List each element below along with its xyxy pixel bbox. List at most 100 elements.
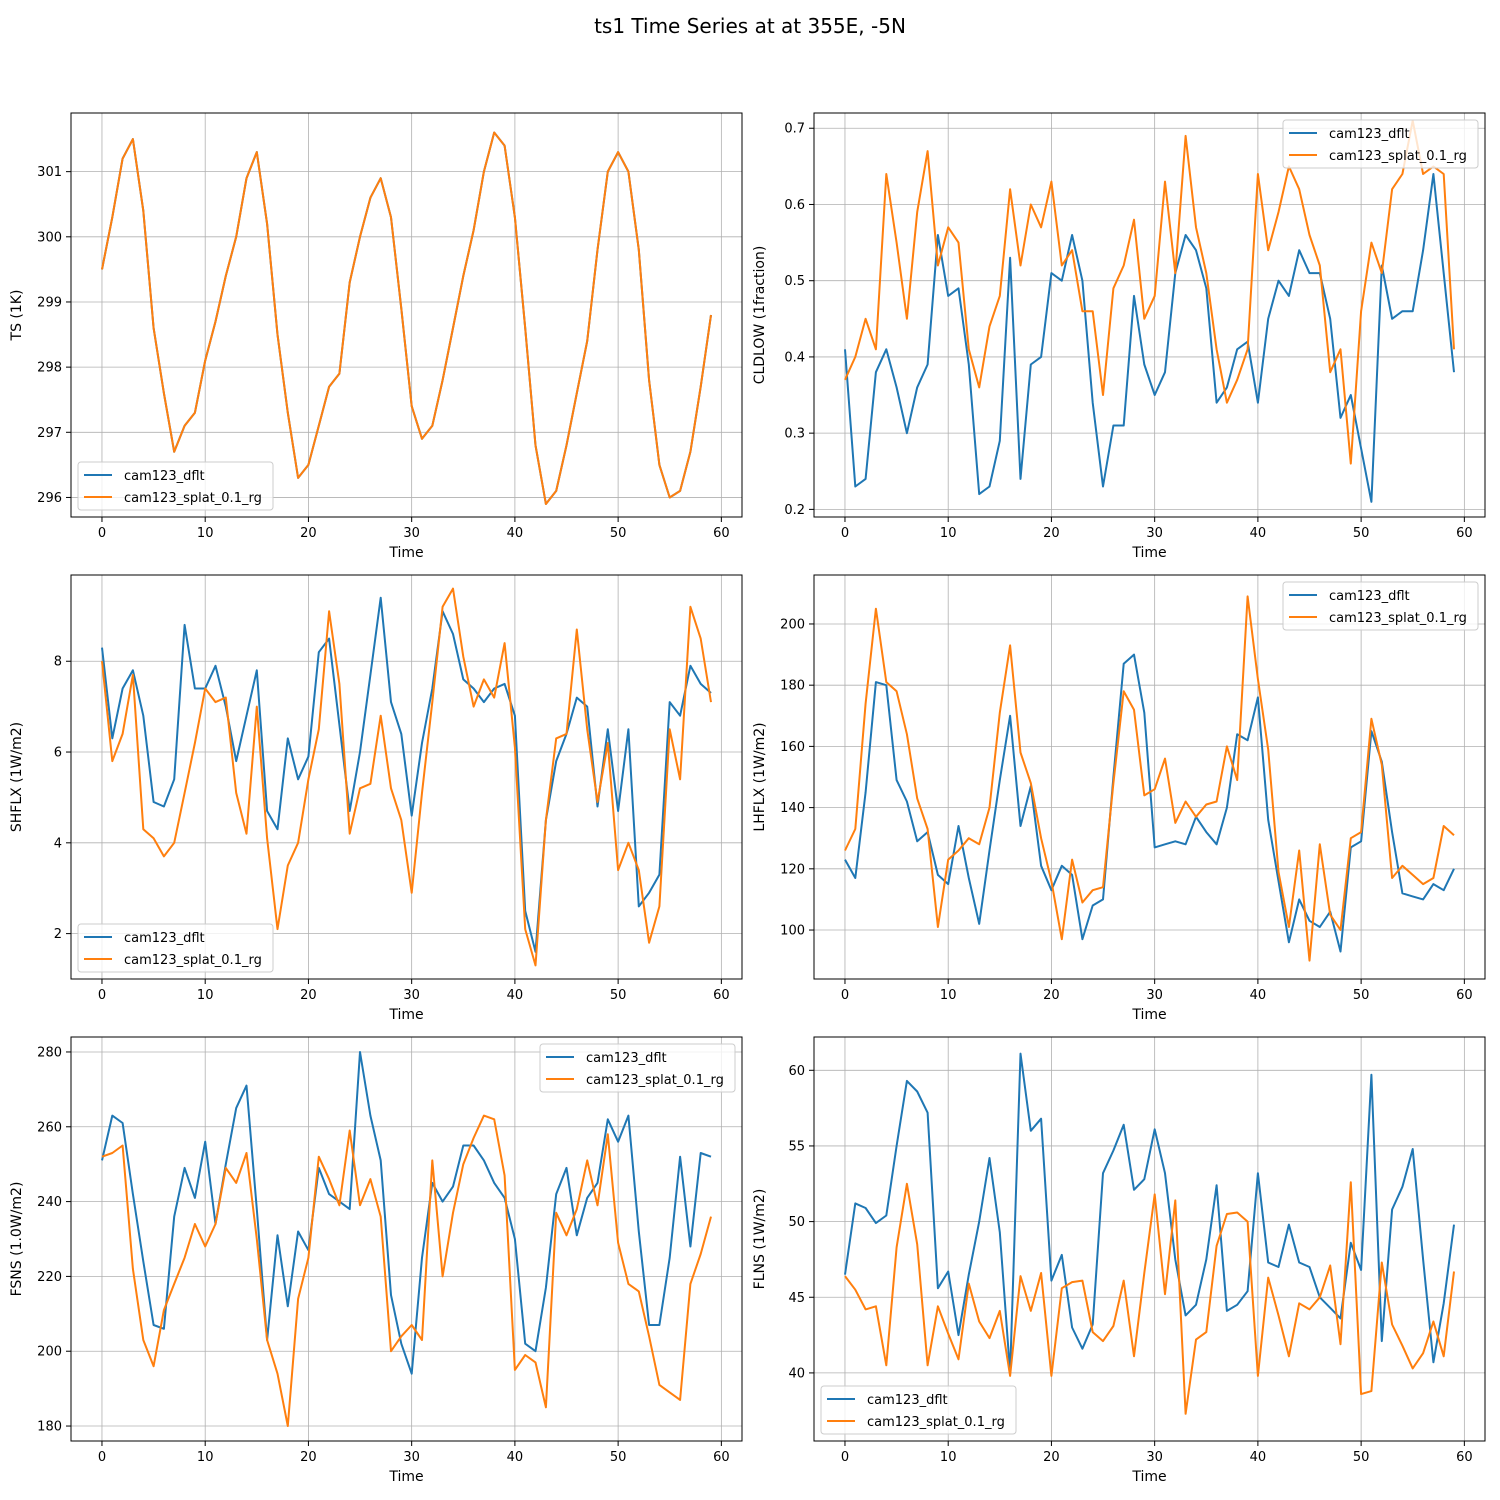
x-tick-label: 40	[507, 526, 524, 541]
legend-label: cam123_splat_0.1_rg	[1329, 611, 1467, 626]
legend-label: cam123_splat_0.1_rg	[586, 1073, 724, 1088]
legend-box	[1282, 581, 1479, 631]
x-tick-label: 10	[940, 526, 957, 541]
y-tick-label: 296	[37, 491, 62, 506]
axes-frame	[813, 1036, 1486, 1442]
chart-panel-5: 0 10 20 30 40 50 60 180 200 220 240 260 280 Time FSNS …	[9, 1036, 743, 1485]
series-line-dflt	[101, 596, 712, 953]
y-tick-label: 120	[780, 862, 805, 877]
x-tick-label: 30	[403, 988, 420, 1003]
y-tick-label: 8	[54, 655, 62, 670]
x-tick-label: 30	[1146, 988, 1163, 1003]
y-tick-label: 180	[37, 1420, 62, 1435]
series-line-splat	[101, 131, 712, 505]
y-tick-label: 220	[37, 1270, 62, 1285]
legend: cam123_dflt cam123_splat_0.1_rg	[820, 1385, 1017, 1435]
x-tick-label: 60	[1456, 988, 1473, 1003]
y-tick-label: 45	[788, 1291, 805, 1306]
series-line-splat	[101, 587, 712, 967]
x-tick-label: 40	[507, 1450, 524, 1465]
chart-panel-1: 0 10 20 30 40 50 60 296 297 298 299 300 301 Time TS (1…	[9, 112, 743, 561]
legend-label: cam123_splat_0.1_rg	[124, 953, 262, 968]
y-axis-label: SHFLX (1W/m2)	[9, 722, 25, 832]
x-axis-label: Time	[1131, 545, 1166, 561]
x-tick-label: 50	[610, 1450, 627, 1465]
y-tick-label: 297	[37, 426, 62, 441]
y-axis-label: FSNS (1.0W/m2)	[9, 1182, 25, 1297]
figure-title: ts1 Time Series at at 355E, -5N	[594, 14, 906, 38]
x-tick-label: 60	[1456, 526, 1473, 541]
legend: cam123_dflt cam123_splat_0.1_rg	[539, 1043, 736, 1093]
y-tick-label: 50	[788, 1215, 805, 1230]
x-tick-label: 0	[98, 526, 106, 541]
series-line-dflt	[101, 131, 712, 505]
y-tick-label: 4	[54, 836, 62, 851]
legend: cam123_dflt cam123_splat_0.1_rg	[77, 461, 274, 511]
y-tick-label: 298	[37, 361, 62, 376]
x-tick-label: 20	[1043, 526, 1060, 541]
x-tick-label: 20	[300, 526, 317, 541]
x-tick-label: 50	[610, 526, 627, 541]
x-tick-label: 0	[841, 526, 849, 541]
x-tick-label: 40	[1250, 1450, 1267, 1465]
x-tick-label: 60	[713, 526, 730, 541]
y-tick-label: 200	[780, 617, 805, 632]
x-tick-label: 40	[1250, 526, 1267, 541]
y-tick-label: 180	[780, 679, 805, 694]
series-line-splat	[844, 595, 1455, 962]
y-tick-label: 0.7	[784, 122, 805, 137]
legend-box	[77, 461, 274, 511]
x-tick-label: 30	[1146, 1450, 1163, 1465]
legend-box	[539, 1043, 736, 1093]
series-line-splat	[844, 1181, 1455, 1415]
x-tick-label: 20	[1043, 1450, 1060, 1465]
y-tick-label: 0.6	[784, 198, 805, 213]
y-tick-label: 300	[37, 230, 62, 245]
legend-label: cam123_splat_0.1_rg	[124, 491, 262, 506]
y-tick-label: 200	[37, 1345, 62, 1360]
y-axis-label: TS (1K)	[9, 290, 25, 342]
x-tick-label: 20	[1043, 988, 1060, 1003]
y-tick-label: 0.3	[784, 427, 805, 442]
x-tick-label: 40	[507, 988, 524, 1003]
x-tick-label: 10	[940, 988, 957, 1003]
x-tick-label: 60	[1456, 1450, 1473, 1465]
x-tick-label: 0	[841, 988, 849, 1003]
axes-frame	[70, 1036, 743, 1442]
legend-label: cam123_dflt	[867, 1393, 948, 1408]
y-tick-label: 140	[780, 801, 805, 816]
y-tick-label: 55	[788, 1139, 805, 1154]
x-axis-label: Time	[388, 545, 423, 561]
chart-panel-4: 0 10 20 30 40 50 60 100 120 140 160 180 200 Time LHFLX…	[752, 574, 1486, 1023]
series-line-dflt	[844, 173, 1455, 503]
series-line-dflt	[844, 653, 1455, 953]
legend-label: cam123_dflt	[124, 931, 205, 946]
x-axis-label: Time	[1131, 1469, 1166, 1485]
y-tick-label: 280	[37, 1045, 62, 1060]
x-axis-label: Time	[1131, 1007, 1166, 1023]
legend-box	[820, 1385, 1017, 1435]
x-tick-label: 50	[610, 988, 627, 1003]
x-tick-label: 30	[1146, 526, 1163, 541]
x-tick-label: 10	[197, 526, 214, 541]
y-tick-label: 0.2	[784, 503, 805, 518]
y-tick-label: 0.4	[784, 350, 805, 365]
y-tick-label: 240	[37, 1195, 62, 1210]
chart-panel-2: 0 10 20 30 40 50 60 0.2 0.3 0.4 0.5 0.6 0.7 Time CLDLO…	[752, 112, 1486, 561]
series-line-dflt	[101, 1051, 712, 1375]
legend: cam123_dflt cam123_splat_0.1_rg	[1282, 119, 1479, 169]
x-tick-label: 20	[300, 988, 317, 1003]
axes-frame	[70, 574, 743, 980]
y-axis-label: CLDLOW (1fraction)	[752, 246, 768, 385]
y-tick-label: 6	[54, 746, 62, 761]
x-tick-label: 10	[940, 1450, 957, 1465]
chart-panel-3: 0 10 20 30 40 50 60 2 4 6 8 Time SHFLX (1W/m2) cam123…	[9, 574, 743, 1023]
axes-frame	[70, 112, 743, 518]
y-tick-label: 60	[788, 1064, 805, 1079]
series-line-dflt	[844, 1052, 1455, 1374]
legend-box	[1282, 119, 1479, 169]
x-tick-label: 60	[713, 988, 730, 1003]
y-tick-label: 301	[37, 165, 62, 180]
x-tick-label: 50	[1353, 526, 1370, 541]
